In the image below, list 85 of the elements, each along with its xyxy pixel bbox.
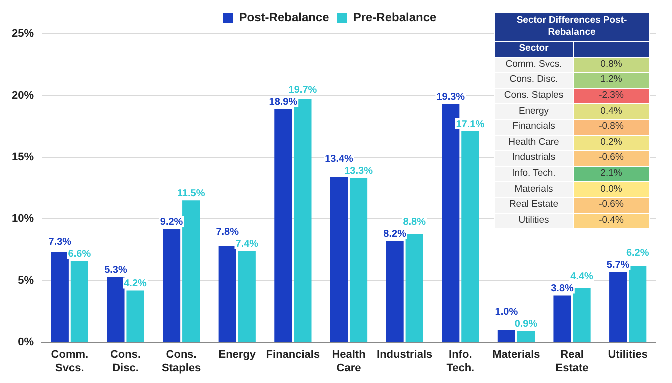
data-label: 13.4%	[325, 154, 354, 166]
category-label: Cons. Disc.	[494, 72, 574, 88]
bar	[182, 200, 200, 342]
y-tick-label: 15%	[12, 151, 34, 164]
category-label: Health Care	[494, 135, 574, 151]
data-label: 2.1%	[574, 166, 650, 182]
data-label: 3.8%	[551, 283, 574, 294]
bar	[350, 178, 368, 342]
category-label: Industrials	[494, 150, 574, 166]
data-label: 0.4%	[574, 104, 650, 120]
data-label: 7.8%	[216, 227, 240, 238]
bar	[70, 261, 88, 342]
category-label: Utilities	[494, 213, 574, 229]
text: Sector	[494, 42, 574, 58]
data-label: 4.4%	[570, 271, 594, 282]
data-label: -0.4%	[574, 213, 650, 229]
data-label: 19.7%	[288, 85, 318, 96]
x-tick-label: Comm. Svcs.	[51, 349, 89, 374]
bar	[517, 331, 536, 342]
bar	[330, 177, 348, 342]
data-label: -0.6%	[574, 150, 650, 166]
data-label: 9.2%	[160, 216, 184, 228]
x-tick-label: Materials	[492, 349, 540, 362]
data-label: 8.8%	[403, 217, 426, 228]
data-label: 1.2%	[574, 72, 650, 88]
x-tick-label: Industrials	[377, 349, 433, 362]
y-tick-label: 20%	[12, 90, 34, 102]
category-label: Cons. Staples	[494, 88, 574, 104]
data-label: 0.8%	[574, 57, 650, 73]
bar	[554, 296, 572, 342]
bar	[51, 252, 69, 342]
y-tick-label: 0%	[18, 336, 34, 349]
x-tick-label: Info. Tech.	[446, 349, 475, 374]
data-label: 19.3%	[436, 92, 466, 104]
bar	[238, 251, 256, 342]
data-label: 5.7%	[606, 260, 630, 271]
data-label: 17.1%	[456, 119, 485, 130]
bar	[274, 109, 292, 342]
data-label: 6.6%	[68, 248, 92, 260]
bar	[218, 246, 236, 342]
category-label: Comm. Svcs.	[494, 57, 574, 73]
data-label: 6.2%	[626, 248, 650, 259]
category-label: Real Estate	[494, 197, 574, 214]
data-label: -0.6%	[574, 197, 650, 214]
legend-label: Pre-Rebalance	[353, 10, 438, 24]
data-label: 11.5%	[177, 188, 206, 200]
x-tick-label: Utilities	[608, 349, 648, 362]
bar	[610, 272, 628, 342]
data-label: 0.0%	[574, 182, 650, 198]
x-tick-label: Health Care	[332, 349, 366, 374]
legend-label: Post-Rebalance	[239, 10, 330, 24]
x-tick-label: Financials	[266, 349, 320, 362]
x-tick-label: Real Estate	[556, 349, 589, 374]
x-tick-label: Cons. Disc.	[110, 349, 142, 374]
data-label: 7.4%	[236, 239, 259, 250]
data-label: -0.8%	[574, 119, 650, 136]
x-tick-label: Cons. Staples	[162, 349, 202, 374]
data-label: 1.0%	[495, 307, 518, 318]
data-label: 7.3%	[48, 236, 72, 248]
data-label: 0.9%	[514, 319, 538, 330]
bar	[386, 241, 404, 342]
category-label: Materials	[494, 182, 574, 198]
y-tick-label: 10%	[12, 213, 34, 226]
y-tick-label: 25%	[12, 28, 34, 40]
text: Sector Differences Post-Rebalance	[494, 12, 650, 42]
data-label: 8.2%	[384, 229, 407, 240]
x-tick-label: Energy	[218, 349, 257, 362]
data-label: -2.3%	[574, 88, 650, 104]
bar	[498, 330, 516, 342]
data-label: 13.3%	[344, 166, 374, 178]
data-label: 5.3%	[104, 264, 128, 276]
bar	[107, 277, 125, 342]
y-tick-label: 5%	[18, 274, 34, 287]
bar	[573, 288, 591, 342]
bar	[163, 229, 181, 342]
bar	[629, 266, 647, 342]
data-label: 4.2%	[124, 278, 148, 290]
category-label: Info. Tech.	[494, 166, 574, 182]
data-label: 18.9%	[269, 97, 298, 108]
bar	[462, 132, 480, 342]
data-label: 0.2%	[574, 135, 650, 151]
category-label: Financials	[494, 119, 574, 136]
bar	[126, 290, 144, 342]
category-label: Energy	[494, 104, 574, 120]
bar	[406, 234, 424, 342]
